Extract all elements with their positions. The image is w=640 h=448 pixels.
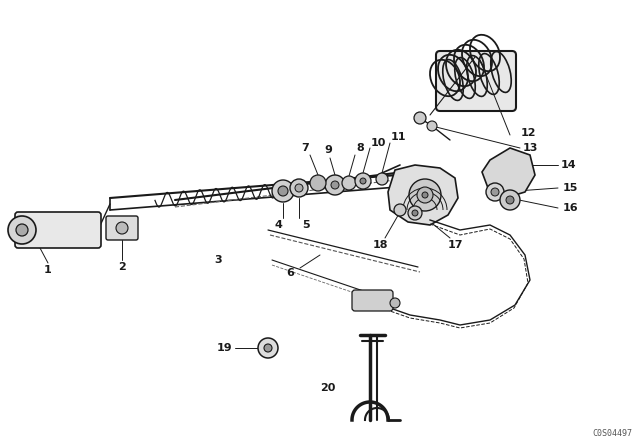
Circle shape [258,338,278,358]
Circle shape [408,206,422,220]
Text: 15: 15 [563,183,578,193]
Text: 19: 19 [217,343,233,353]
Circle shape [8,216,36,244]
Circle shape [290,179,308,197]
Text: C0S04497: C0S04497 [592,428,632,438]
Circle shape [394,204,406,216]
Text: 3: 3 [214,255,222,265]
Text: 12: 12 [520,128,536,138]
Text: 9: 9 [324,145,332,155]
FancyBboxPatch shape [436,51,516,111]
Circle shape [264,344,272,352]
Circle shape [422,192,428,198]
Circle shape [417,187,433,203]
Text: 18: 18 [372,240,388,250]
Circle shape [310,175,326,191]
Circle shape [427,121,437,131]
Text: 20: 20 [320,383,336,393]
Circle shape [412,210,418,216]
Circle shape [342,176,356,190]
Text: 6: 6 [286,268,294,278]
Circle shape [414,112,426,124]
FancyBboxPatch shape [352,290,393,311]
Circle shape [506,196,514,204]
Circle shape [278,186,288,196]
FancyBboxPatch shape [106,216,138,240]
Circle shape [295,184,303,192]
Circle shape [500,190,520,210]
Circle shape [116,222,128,234]
Text: 5: 5 [302,220,310,230]
Polygon shape [482,148,535,198]
Circle shape [331,181,339,189]
Text: 1: 1 [44,265,52,275]
Text: 7: 7 [301,143,309,153]
Polygon shape [388,165,458,225]
Text: 17: 17 [447,240,463,250]
Circle shape [491,188,499,196]
Text: 4: 4 [274,220,282,230]
Circle shape [376,173,388,185]
Text: 2: 2 [118,262,126,272]
Text: 14: 14 [560,160,576,170]
Text: 13: 13 [522,143,538,153]
Circle shape [486,183,504,201]
Text: 16: 16 [562,203,578,213]
Text: 10: 10 [371,138,386,148]
Circle shape [272,180,294,202]
Circle shape [409,179,441,211]
Circle shape [390,298,400,308]
Circle shape [360,178,366,184]
Text: 8: 8 [356,143,364,153]
Text: 11: 11 [390,132,406,142]
Circle shape [16,224,28,236]
FancyBboxPatch shape [15,212,101,248]
Circle shape [355,173,371,189]
Circle shape [325,175,345,195]
